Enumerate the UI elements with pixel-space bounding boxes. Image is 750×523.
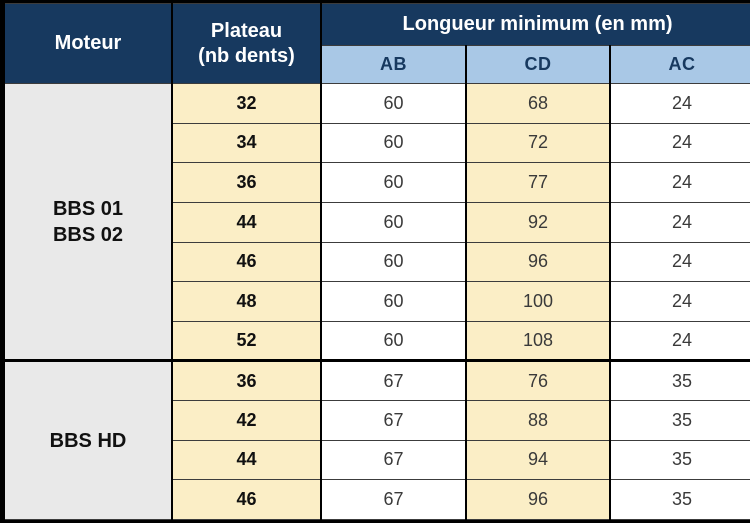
table-row: 34 60 72 24 (4, 122, 750, 164)
cell-cd: 76 (465, 359, 611, 401)
cell-plateau: 34 (171, 122, 322, 164)
cell-ab: 60 (320, 201, 467, 243)
cell-cd: 94 (465, 439, 611, 481)
table-row: BBS 01 BBS 02 32 60 68 24 (3, 82, 750, 362)
cell-ac: 24 (608, 162, 750, 203)
header-col-ab: AB (320, 45, 467, 84)
cell-ab: 67 (320, 359, 467, 401)
cell-ab: 67 (320, 400, 467, 441)
moteur-group-bbs01-bbs02: BBS 01 BBS 02 (3, 82, 173, 362)
cell-ac: 35 (608, 359, 750, 401)
cell-plateau: 36 (171, 162, 322, 203)
table-row: 44 60 92 24 (4, 201, 750, 243)
cell-cd: 92 (465, 201, 611, 243)
moteur-group-bbs-hd: BBS HD (3, 359, 173, 520)
table-row: 52 60 108 24 (4, 320, 750, 362)
table-row: 48 60 100 24 (4, 281, 750, 322)
cell-plateau: 44 (171, 201, 322, 243)
cell-cd: 96 (465, 241, 611, 283)
cell-ac: 24 (608, 83, 750, 124)
cell-ac: 35 (608, 400, 750, 441)
cell-plateau: 44 (171, 439, 322, 481)
header-longueur-minimum: Longueur minimum (en mm) (319, 3, 750, 46)
cell-plateau: 42 (171, 400, 322, 441)
header-row-main: Moteur Plateau (nb dents) Longueur minim… (3, 3, 750, 84)
cell-ac: 24 (608, 241, 750, 283)
cell-ab: 60 (320, 83, 467, 124)
table-row: 46 67 96 35 (4, 479, 750, 520)
cell-ab: 60 (320, 241, 467, 283)
cell-ac: 24 (608, 320, 750, 362)
cell-cd: 88 (465, 400, 611, 441)
cell-ac: 24 (608, 122, 750, 164)
header-plateau-line1: Plateau (210, 19, 283, 42)
table-row: 36 60 77 24 (4, 162, 750, 203)
cell-plateau: 32 (171, 83, 322, 124)
cell-cd: 77 (465, 162, 611, 203)
moteur-label: BBS HD (49, 429, 127, 452)
header-row-sub: AB CD AC (4, 45, 750, 84)
header-plateau: Plateau (nb dents) (171, 3, 322, 84)
cell-cd: 72 (465, 122, 611, 164)
header-col-cd: CD (465, 45, 611, 84)
cell-ac: 24 (608, 201, 750, 243)
table-row: 44 67 94 35 (4, 439, 750, 481)
cell-ab: 67 (320, 479, 467, 520)
cell-ac: 24 (608, 281, 750, 322)
cell-ac: 35 (608, 479, 750, 520)
table-row: 46 60 96 24 (4, 241, 750, 283)
cell-ab: 67 (320, 439, 467, 481)
header-moteur: Moteur (3, 3, 173, 84)
cell-plateau: 52 (171, 320, 322, 362)
chainring-length-table: Moteur Plateau (nb dents) Longueur minim… (3, 3, 750, 520)
cell-cd: 96 (465, 479, 611, 520)
table-row: BBS HD 36 67 76 35 (3, 359, 750, 520)
cell-plateau: 36 (171, 359, 322, 401)
cell-plateau: 46 (171, 241, 322, 283)
cell-ab: 60 (320, 281, 467, 322)
cell-ab: 60 (320, 122, 467, 164)
cell-plateau: 46 (171, 479, 322, 520)
cell-cd: 68 (465, 83, 611, 124)
cell-cd: 108 (465, 320, 611, 362)
cell-plateau: 48 (171, 281, 322, 322)
cell-ab: 60 (320, 320, 467, 362)
cell-cd: 100 (465, 281, 611, 322)
table-row: 42 67 88 35 (4, 400, 750, 441)
cell-ac: 35 (608, 439, 750, 481)
moteur-label: BBS 02 (52, 223, 124, 246)
moteur-label: BBS 01 (52, 197, 124, 220)
header-plateau-line2: (nb dents) (198, 44, 295, 67)
cell-ab: 60 (320, 162, 467, 203)
header-col-ac: AC (608, 45, 750, 84)
